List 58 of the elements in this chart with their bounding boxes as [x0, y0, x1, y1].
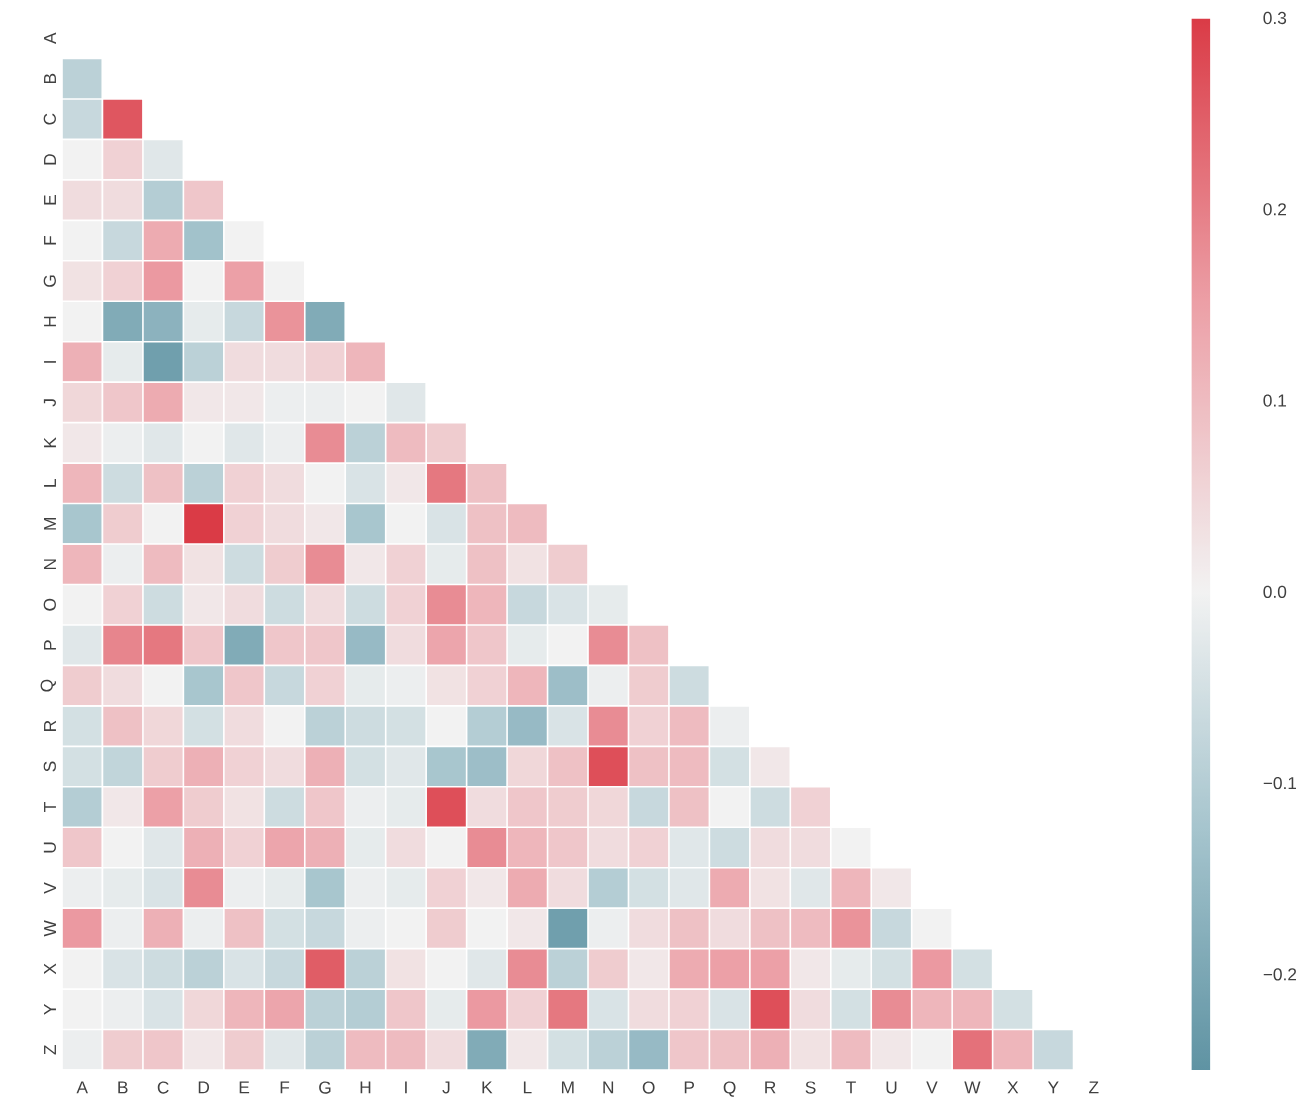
y-tick-label: H	[44, 316, 56, 327]
x-tick-label: W	[964, 1081, 981, 1094]
color-bar-label: −0.2	[1263, 968, 1296, 981]
y-tick-label: C	[43, 113, 56, 125]
y-tick-label: B	[44, 73, 56, 84]
x-tick-label: H	[360, 1081, 371, 1094]
y-tick-label: A	[44, 32, 56, 44]
x-tick-label: F	[280, 1081, 290, 1094]
x-tick-label: A	[76, 1081, 88, 1094]
x-tick-label: K	[482, 1081, 493, 1094]
y-tick-label: X	[44, 963, 56, 975]
x-tick-label: X	[1007, 1081, 1019, 1094]
x-tick-label: Z	[1089, 1081, 1099, 1094]
y-tick-label: D	[44, 154, 56, 165]
x-tick-label: D	[198, 1081, 210, 1094]
x-tick-label: J	[442, 1081, 450, 1094]
y-tick-label: V	[44, 882, 56, 894]
color-bar-label: 0.2	[1263, 203, 1286, 216]
color-bar-label: 0.0	[1263, 585, 1287, 598]
x-tick-label: U	[886, 1081, 897, 1094]
x-tick-label: Q	[723, 1081, 736, 1097]
y-tick-label: S	[43, 761, 56, 772]
y-tick-label: J	[43, 399, 56, 407]
y-tick-label: L	[44, 479, 56, 487]
color-bar-label: −0.1	[1263, 776, 1296, 790]
y-tick-label: P	[44, 640, 56, 650]
y-tick-label: I	[44, 361, 56, 363]
x-tick-label: I	[405, 1081, 407, 1094]
y-tick-label: R	[44, 720, 56, 731]
y-tick-label: F	[44, 235, 56, 245]
x-tick-label: M	[561, 1081, 574, 1094]
color-bar-label: 0.1	[1263, 394, 1287, 407]
x-tick-label: V	[926, 1081, 938, 1094]
y-tick-label: W	[44, 920, 56, 937]
y-tick-label: O	[43, 598, 56, 611]
x-tick-label: P	[684, 1081, 695, 1094]
color-bar-label: 0.3	[1263, 11, 1287, 25]
x-tick-label: L	[523, 1081, 532, 1094]
x-tick-label: Y	[1047, 1081, 1059, 1094]
x-tick-label: N	[603, 1081, 614, 1094]
x-tick-label: C	[157, 1081, 169, 1094]
x-tick-label: G	[319, 1081, 331, 1094]
x-tick-label: T	[846, 1081, 856, 1094]
y-tick-label: M	[44, 517, 56, 530]
y-tick-label: T	[44, 802, 56, 812]
y-tick-label: N	[44, 559, 56, 570]
y-tick-label: K	[44, 437, 56, 448]
y-tick-label: U	[43, 842, 56, 853]
x-tick-label: R	[765, 1081, 776, 1094]
y-tick-label: Z	[44, 1045, 56, 1055]
y-tick-label: E	[44, 195, 56, 205]
x-tick-label: S	[805, 1081, 816, 1094]
x-tick-label: E	[239, 1081, 250, 1094]
y-tick-label: Q	[40, 679, 56, 692]
x-tick-label: B	[118, 1081, 128, 1094]
y-tick-label: G	[43, 275, 56, 287]
y-tick-label: Y	[44, 1003, 56, 1015]
x-tick-label: O	[642, 1081, 655, 1094]
